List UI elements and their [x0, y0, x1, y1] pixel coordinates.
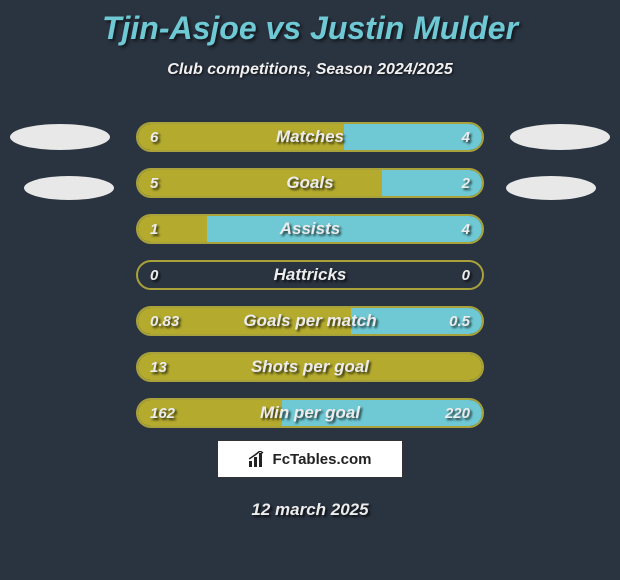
player1-badge-top — [10, 124, 110, 150]
stat-row: 0 0Hattricks — [136, 260, 484, 290]
page-subtitle: Club competitions, Season 2024/2025 — [0, 61, 620, 79]
stat-fill-right — [207, 216, 482, 242]
stat-fill-left — [138, 400, 282, 426]
stat-fill-left — [138, 308, 351, 334]
player2-badge-top — [510, 124, 610, 150]
stat-fill-right — [382, 170, 482, 196]
stat-fill-left — [138, 124, 344, 150]
footer-date: 12 march 2025 — [0, 500, 620, 520]
player2-badge-bottom — [506, 176, 596, 200]
stat-fill-left — [138, 170, 382, 196]
comparison-bars: 64Matches 52Goals 14Assists 0 0Hattricks 0.83… — [136, 122, 484, 444]
footer-logo-text: FcTables.com — [273, 451, 372, 468]
stat-row: 52Goals — [136, 168, 484, 198]
stat-fill-right — [344, 124, 482, 150]
chart-icon — [249, 451, 267, 467]
stat-row: 64Matches — [136, 122, 484, 152]
stat-fill-left — [138, 354, 482, 380]
stat-fill-right — [351, 308, 482, 334]
stat-row: 13Shots per goal — [136, 352, 484, 382]
stat-row: 14Assists — [136, 214, 484, 244]
stat-value-left: 0 — [150, 262, 158, 288]
stat-row: 0.830.5Goals per match — [136, 306, 484, 336]
stat-row: 162220Min per goal — [136, 398, 484, 428]
player1-badge-bottom — [24, 176, 114, 200]
stat-value-right: 0 — [462, 262, 470, 288]
stat-fill-left — [138, 216, 207, 242]
stat-fill-right — [282, 400, 482, 426]
stat-label: Hattricks — [138, 262, 482, 288]
page-title: Tjin-Asjoe vs Justin Mulder — [0, 0, 620, 47]
footer-logo: FcTables.com — [217, 440, 403, 478]
